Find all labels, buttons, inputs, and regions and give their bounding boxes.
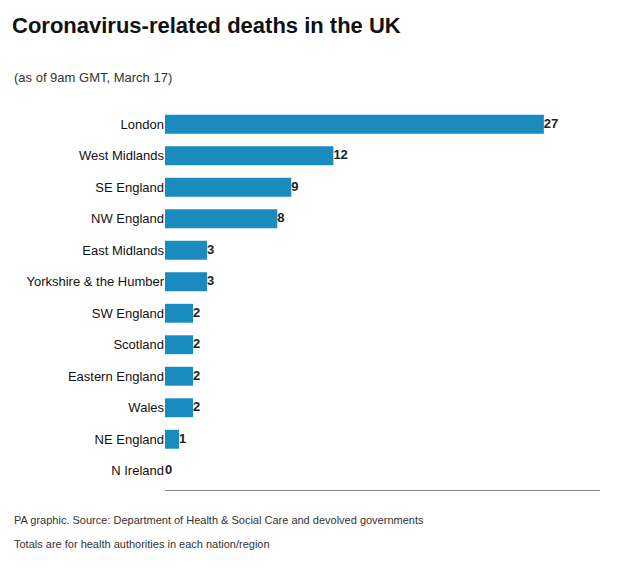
svg-text:Eastern England: Eastern England [68, 369, 164, 384]
svg-text:2: 2 [193, 305, 200, 320]
svg-text:(as of 9am GMT, March 17): (as of 9am GMT, March 17) [14, 70, 172, 85]
svg-text:9: 9 [291, 179, 298, 194]
svg-text:SW England: SW England [92, 306, 164, 321]
svg-text:12: 12 [333, 147, 347, 162]
svg-text:8: 8 [277, 210, 284, 225]
svg-text:1: 1 [179, 431, 186, 446]
svg-text:0: 0 [165, 462, 172, 477]
svg-text:NW England: NW England [91, 211, 164, 226]
svg-text:Totals are for health authorit: Totals are for health authorities in eac… [14, 538, 270, 550]
svg-text:West Midlands: West Midlands [79, 148, 165, 163]
svg-text:East Midlands: East Midlands [82, 243, 164, 258]
svg-text:27: 27 [544, 116, 558, 131]
svg-text:Coronavirus-related deaths in: Coronavirus-related deaths in the UK [12, 13, 401, 38]
svg-text:Yorkshire & the Humber: Yorkshire & the Humber [26, 274, 164, 289]
svg-text:2: 2 [193, 399, 200, 414]
svg-text:NE England: NE England [95, 432, 164, 447]
svg-text:Scotland: Scotland [113, 337, 164, 352]
svg-text:2: 2 [193, 336, 200, 351]
svg-text:2: 2 [193, 368, 200, 383]
svg-text:PA graphic. Source: Department: PA graphic. Source: Department of Health… [14, 514, 424, 526]
svg-text:SE England: SE England [95, 180, 164, 195]
svg-text:N Ireland: N Ireland [111, 463, 164, 478]
svg-text:3: 3 [207, 242, 214, 257]
svg-text:Wales: Wales [128, 400, 164, 415]
svg-text:3: 3 [207, 273, 214, 288]
svg-text:London: London [121, 117, 164, 132]
